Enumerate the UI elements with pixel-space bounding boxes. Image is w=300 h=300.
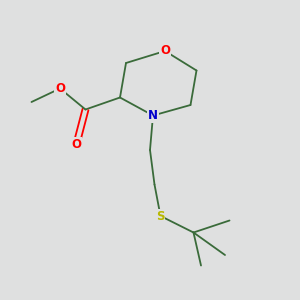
Text: O: O [160, 44, 170, 58]
Text: O: O [55, 82, 65, 95]
Text: N: N [148, 109, 158, 122]
Text: S: S [156, 209, 165, 223]
Text: O: O [71, 137, 82, 151]
